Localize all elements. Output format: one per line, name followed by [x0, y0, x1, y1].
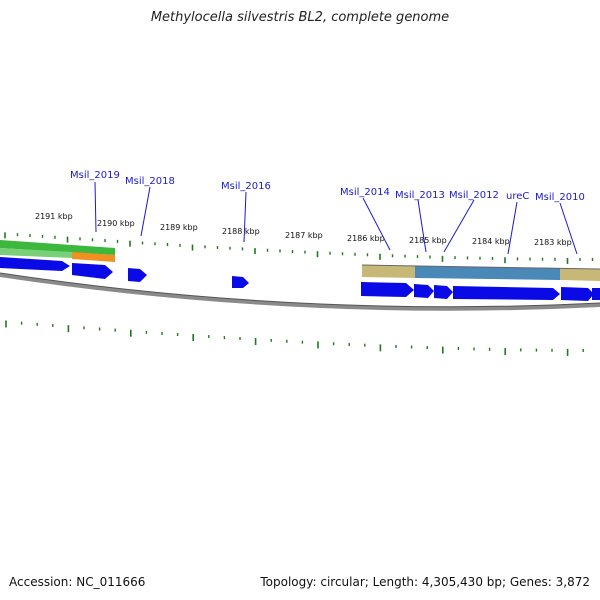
- gene-label: Msil_2012: [449, 190, 499, 201]
- cog-band-orange: [72, 252, 115, 262]
- kbp-label: 2185 kbp: [409, 236, 447, 245]
- gene-label: Msil_2010: [535, 192, 585, 203]
- kbp-label: 2184 kbp: [472, 237, 510, 246]
- gene-label: Msil_2016: [221, 181, 271, 192]
- gene-label: ureC: [506, 191, 529, 202]
- cog-band-khaki-left: [362, 265, 415, 278]
- genome-backbone: [0, 272, 600, 311]
- gene-msil-2014[interactable]: [361, 282, 414, 297]
- cog-band-green: [0, 240, 115, 255]
- gene-msil-2009[interactable]: [592, 288, 600, 300]
- kbp-scale-labels: 2191 kbp 2190 kbp 2189 kbp 2188 kbp 2187…: [35, 212, 572, 247]
- gene-label: Msil_2018: [125, 176, 175, 187]
- genome-summary-text: Topology: circular; Length: 4,305,430 bp…: [260, 575, 590, 589]
- cog-band-khaki-right: [560, 268, 600, 281]
- gene-label-callouts: Msil_2019 Msil_2018 Msil_2016 Msil_2014 …: [70, 170, 585, 255]
- gene-msil-2013[interactable]: [414, 284, 434, 298]
- gene-label: Msil_2013: [395, 190, 445, 201]
- kbp-label: 2188 kbp: [222, 227, 260, 236]
- gene-msil-2010[interactable]: [561, 287, 594, 301]
- cog-band-green-lower: [0, 248, 72, 258]
- accession-text: Accession: NC_011666: [9, 575, 146, 589]
- gene-msil-2016[interactable]: [232, 276, 249, 288]
- genome-title: Methylocella silvestris BL2, complete ge…: [150, 10, 450, 25]
- cog-band-steel: [415, 266, 560, 280]
- outer-tick-ring: [4, 232, 594, 264]
- gene-label: Msil_2014: [340, 187, 390, 198]
- kbp-label: 2191 kbp: [35, 212, 73, 221]
- kbp-label: 2186 kbp: [347, 234, 385, 243]
- kbp-label: 2190 kbp: [97, 219, 135, 228]
- gene-msil-2019[interactable]: [0, 257, 70, 271]
- cog-band-track: [0, 240, 600, 281]
- gene-track: [0, 257, 600, 301]
- gene-msil-2012[interactable]: [434, 285, 453, 299]
- kbp-label: 2183 kbp: [534, 238, 572, 247]
- gene-label: Msil_2019: [70, 170, 120, 181]
- gene-msil-2019b[interactable]: [72, 263, 113, 279]
- inner-tick-ring: [5, 320, 584, 356]
- gene-urec[interactable]: [453, 286, 560, 300]
- kbp-label: 2189 kbp: [160, 223, 198, 232]
- gene-msil-2018[interactable]: [128, 268, 147, 282]
- kbp-label: 2187 kbp: [285, 231, 323, 240]
